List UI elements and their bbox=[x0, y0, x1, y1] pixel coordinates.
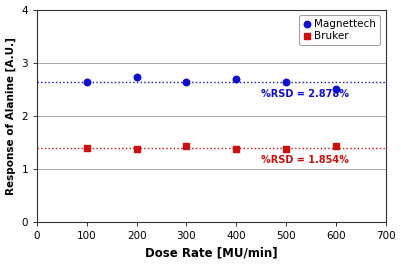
Text: %RSD = 2.878%: %RSD = 2.878% bbox=[261, 89, 349, 99]
Bruker bbox=[283, 147, 289, 151]
Magnettech bbox=[84, 80, 90, 84]
Magnettech bbox=[134, 75, 140, 80]
Bruker bbox=[332, 144, 339, 149]
Text: %RSD = 1.854%: %RSD = 1.854% bbox=[261, 155, 349, 165]
Bruker bbox=[233, 147, 239, 151]
Bruker bbox=[134, 147, 140, 151]
X-axis label: Dose Rate [MU/min]: Dose Rate [MU/min] bbox=[145, 246, 277, 259]
Magnettech bbox=[332, 87, 339, 91]
Y-axis label: Response of Alanine [A.U.]: Response of Alanine [A.U.] bbox=[6, 37, 16, 195]
Bruker bbox=[84, 145, 90, 150]
Magnettech bbox=[283, 80, 289, 84]
Legend: Magnettech, Bruker: Magnettech, Bruker bbox=[299, 15, 381, 45]
Magnettech bbox=[233, 76, 239, 81]
Bruker bbox=[183, 144, 190, 148]
Magnettech bbox=[183, 80, 190, 84]
